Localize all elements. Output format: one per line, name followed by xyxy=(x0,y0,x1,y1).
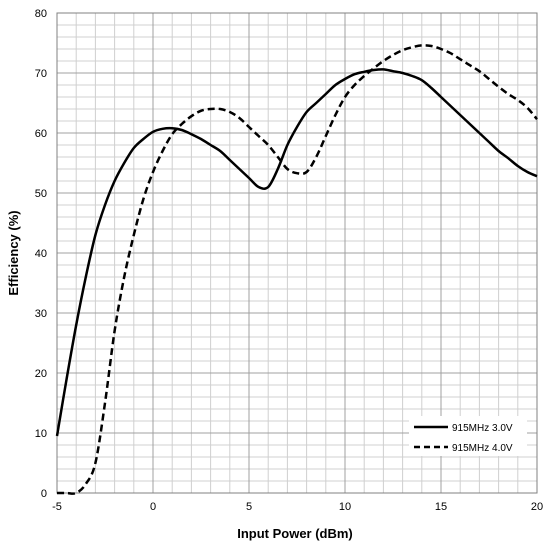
x-tick-label: 0 xyxy=(150,501,156,513)
legend-label-4v: 915MHz 4.0V xyxy=(452,443,513,454)
y-tick-label: 60 xyxy=(35,128,47,140)
plot-area xyxy=(56,12,538,494)
x-tick-label: 10 xyxy=(339,501,351,513)
y-tick-label: 10 xyxy=(35,428,47,440)
y-axis-title: Efficiency (%) xyxy=(6,210,21,295)
y-tick-label: 0 xyxy=(41,488,47,500)
y-tick-label: 20 xyxy=(35,368,47,380)
y-tick-label: 50 xyxy=(35,188,47,200)
y-tick-label: 80 xyxy=(35,8,47,20)
series-group xyxy=(55,44,538,495)
legend: 915MHz 3.0V 915MHz 4.0V xyxy=(409,416,527,456)
series-line-3v xyxy=(55,68,538,437)
y-tick-label: 40 xyxy=(35,248,47,260)
legend-label-3v: 915MHz 3.0V xyxy=(452,423,513,434)
x-tick-label: -5 xyxy=(52,501,62,513)
y-tick-label: 70 xyxy=(35,68,47,80)
y-tick-labels: 0 10 20 30 40 50 60 70 80 xyxy=(35,8,47,500)
x-tick-label: 15 xyxy=(435,501,447,513)
x-axis-title: Input Power (dBm) xyxy=(237,526,353,541)
x-tick-labels: -5 0 5 10 15 20 xyxy=(52,501,543,513)
legend-background xyxy=(409,416,527,456)
x-tick-label: 5 xyxy=(246,501,252,513)
x-tick-label: 20 xyxy=(531,501,543,513)
y-tick-label: 30 xyxy=(35,308,47,320)
series-line-4v xyxy=(56,44,538,495)
